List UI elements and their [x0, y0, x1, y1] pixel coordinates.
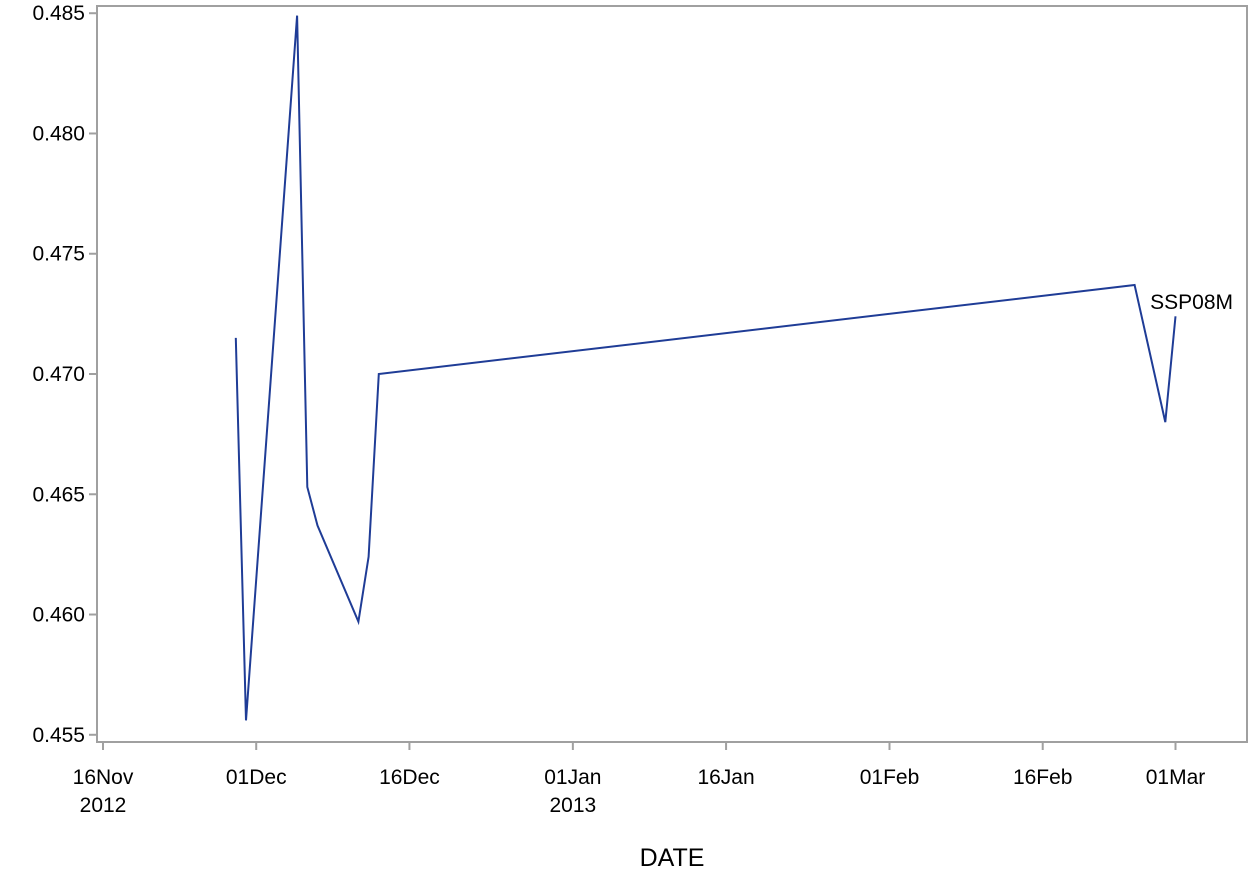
- x-tick-year-label: 2012: [80, 794, 127, 817]
- x-tick-year-label: 2013: [549, 794, 596, 817]
- series-label: SSP08M: [1150, 291, 1233, 314]
- y-tick-label: 0.460: [32, 604, 85, 627]
- x-tick-label: 01Dec: [226, 766, 287, 789]
- x-tick-label: 16Jan: [697, 766, 754, 789]
- y-tick-label: 0.470: [32, 363, 85, 386]
- series-layer: SSP08M: [234, 15, 1233, 721]
- y-tick-label: 0.485: [32, 2, 85, 25]
- x-tick-label: 16Feb: [1013, 766, 1073, 789]
- x-tick-label: 01Mar: [1146, 766, 1206, 789]
- y-tick-label: 0.455: [32, 724, 85, 747]
- y-tick-label: 0.480: [32, 122, 85, 145]
- x-tick-label: 16Dec: [379, 766, 440, 789]
- y-tick-label: 0.465: [32, 483, 85, 506]
- x-tick-label: 16Nov: [73, 766, 134, 789]
- x-axis-title: DATE: [640, 844, 705, 872]
- plot-frame: [96, 5, 1248, 743]
- x-axis-ticks: 16Nov 2012 01Dec 16Dec 01Jan 2013 16Jan 01Feb 16…: [73, 742, 1206, 817]
- x-tick-label: 01Jan: [544, 766, 601, 789]
- x-tick-label: 01Feb: [860, 766, 920, 789]
- y-tick-label: 0.475: [32, 243, 85, 266]
- series-line-ssp08m: [234, 15, 1177, 721]
- y-axis-ticks: 0.455 0.460 0.465 0.470 0.475 0.480 0.485: [32, 2, 97, 747]
